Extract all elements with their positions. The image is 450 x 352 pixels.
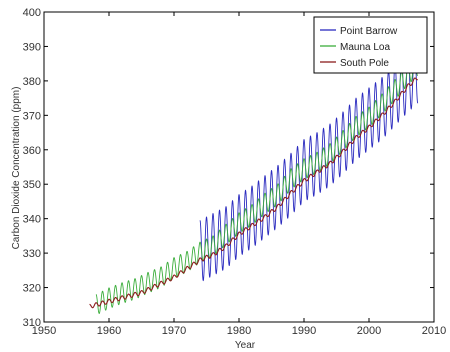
x-tick-label: 1990 [292, 325, 316, 337]
series-line-mauna-loa [95, 57, 418, 314]
series-layer [89, 43, 419, 314]
x-tick-label: 2000 [357, 325, 381, 337]
y-tick-label: 390 [23, 41, 41, 53]
y-axis-title: Carbon Dioxide Concentration (ppm) [11, 87, 22, 250]
y-tick-label: 380 [23, 76, 41, 88]
x-tick-label: 1970 [162, 325, 186, 337]
legend: Point Barrow Mauna Loa South Pole [313, 16, 428, 74]
series-line-south-pole [89, 77, 419, 309]
x-tick-label: 2010 [422, 325, 446, 337]
y-tick-label: 370 [23, 110, 41, 122]
legend-label-mauna-loa: Mauna Loa [340, 42, 390, 53]
y-tick-label: 350 [23, 179, 41, 191]
y-tick-label: 310 [23, 317, 41, 329]
y-tick-label: 340 [23, 214, 41, 226]
x-axis-title: Year [235, 340, 256, 351]
legend-box [313, 16, 428, 74]
tick-layer: 1950 1960 1970 1980 1990 2000 2010 310 320 330 340… [23, 7, 447, 337]
y-tick-label: 400 [23, 7, 41, 19]
x-tick-label: 1980 [227, 325, 251, 337]
legend-label-point-barrow: Point Barrow [340, 26, 398, 37]
x-tick-label: 1950 [32, 325, 56, 337]
y-tick-label: 320 [23, 283, 41, 295]
y-tick-label: 360 [23, 145, 41, 157]
y-tick-label: 330 [23, 248, 41, 260]
legend-label-south-pole: South Pole [340, 58, 389, 69]
x-tick-label: 1960 [97, 325, 121, 337]
